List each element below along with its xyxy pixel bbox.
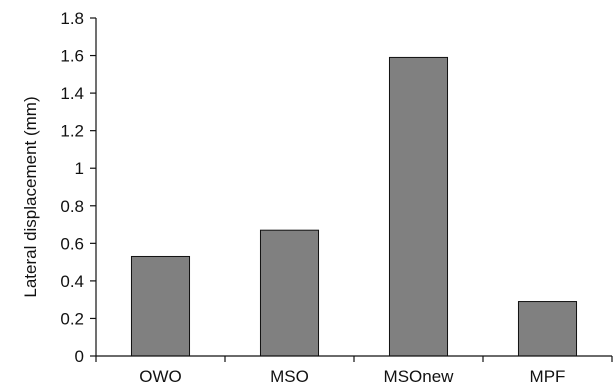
bar-msonew [388, 56, 449, 357]
y-tick-label: 0.8 [60, 197, 84, 216]
bar-owo [130, 255, 191, 357]
bar-mpf [517, 301, 578, 357]
y-tick-label: 1.2 [60, 122, 84, 141]
y-tick-label: 0.2 [60, 309, 84, 328]
x-category-label: OWO [139, 367, 182, 385]
y-axis-title: Lateral displacement (mm) [21, 96, 40, 297]
x-category-label: MPF [530, 367, 566, 385]
y-tick-label: 1.8 [60, 9, 84, 28]
bars-group [130, 56, 578, 357]
y-tick-label: 0.6 [60, 234, 84, 253]
y-tick-label: 0 [75, 347, 84, 366]
y-ticks-group: 0 0.2 0.4 0.6 0.8 1 1.2 1.4 1.6 1.8 [60, 9, 96, 366]
y-tick-label: 0.4 [60, 272, 84, 291]
x-category-label: MSOnew [384, 367, 455, 385]
y-tick-label: 1.6 [60, 47, 84, 66]
y-tick-label: 1.4 [60, 84, 84, 103]
x-category-label: MSO [270, 367, 309, 385]
bar-mso [259, 229, 320, 357]
axes-group [95, 18, 613, 362]
y-tick-label: 1 [75, 159, 84, 178]
x-categories-group: OWO MSO MSOnew MPF [139, 367, 566, 386]
